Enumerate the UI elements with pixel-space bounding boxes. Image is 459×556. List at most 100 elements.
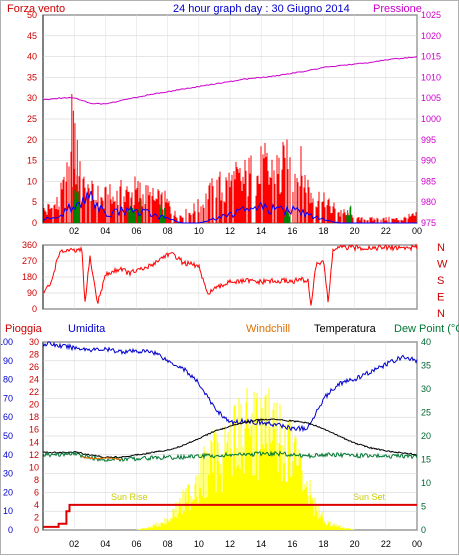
temp-y-tick-label: 35: [421, 361, 431, 371]
temp-y-tick-label: 15: [421, 455, 431, 465]
humidity-y-tick-label: 0: [8, 525, 13, 535]
pressure-y-tick-label: 1010: [421, 72, 441, 82]
windchill-line: [81, 456, 122, 461]
humidity-y-tick-label: 40: [3, 450, 13, 460]
rain-y-tick-label: 24: [29, 375, 39, 385]
x-tick-label: 14: [256, 226, 266, 236]
x-tick-label: 14: [256, 539, 266, 549]
x-tick-label: 02: [69, 226, 79, 236]
windchill-label: Windchill: [246, 323, 290, 335]
compass-label: W: [437, 259, 448, 271]
wind-y-tick-label: 10: [27, 176, 37, 186]
pressure-line: [42, 56, 418, 105]
direction-y-tick-label: 360: [22, 240, 37, 250]
dewpoint-label: Dew Point (°C: [394, 323, 459, 335]
pressure-y-tick-label: 975: [421, 218, 436, 228]
humidity-y-tick-label: 80: [3, 375, 13, 385]
rain-y-tick-label: 6: [34, 487, 39, 497]
x-tick-label: 06: [131, 539, 141, 549]
temp-y-tick-label: 25: [421, 408, 431, 418]
temp-y-tick-label: 30: [421, 384, 431, 394]
rain-y-tick-label: 26: [29, 362, 39, 372]
rain-y-tick-label: 0: [34, 525, 39, 535]
humidity-y-tick-label: 100: [1, 337, 13, 347]
pressure-label: Pressione: [373, 3, 422, 15]
graph-title: 24 hour graph day : 30 Giugno 2014: [173, 3, 350, 15]
wind-y-tick-label: 35: [27, 72, 37, 82]
x-tick-label: 16: [287, 226, 297, 236]
x-tick-label: 20: [350, 226, 360, 236]
rain-y-tick-label: 2: [34, 512, 39, 522]
wind-y-tick-label: 40: [27, 52, 37, 62]
x-tick-label: 22: [381, 226, 391, 236]
wind-y-tick-label: 5: [32, 197, 37, 207]
rain-label: Pioggia: [5, 323, 43, 335]
compass-label: N: [437, 308, 445, 320]
x-tick-label: 10: [194, 539, 204, 549]
humidity-y-tick-label: 50: [3, 431, 13, 441]
wind-force-label: Forza vento: [7, 3, 65, 15]
wind-y-tick-label: 30: [27, 93, 37, 103]
x-tick-label: 00: [412, 226, 422, 236]
pressure-y-tick-label: 990: [421, 156, 436, 166]
humidity-line: [42, 341, 418, 433]
x-tick-label: 08: [163, 539, 173, 549]
temp-y-tick-label: 20: [421, 431, 431, 441]
direction-y-tick-label: 270: [22, 256, 37, 266]
sunset-label: Sun Set: [353, 492, 386, 502]
wind-y-tick-label: 45: [27, 31, 37, 41]
direction-y-tick-label: 180: [22, 272, 37, 282]
rain-line: [43, 503, 417, 528]
pressure-y-tick-label: 980: [421, 197, 436, 207]
x-tick-label: 06: [131, 226, 141, 236]
wind-y-tick-label: 20: [27, 135, 37, 145]
rain-y-tick-label: 4: [34, 500, 39, 510]
temperature-label: Temperatura: [314, 323, 377, 335]
compass-label: S: [437, 275, 444, 287]
direction-line: [42, 243, 418, 306]
rain-y-tick-label: 28: [29, 350, 39, 360]
rain-y-tick-label: 30: [29, 337, 39, 347]
x-tick-label: 04: [100, 539, 110, 549]
x-tick-label: 18: [318, 539, 328, 549]
humidity-y-tick-label: 70: [3, 393, 13, 403]
data-layer: [42, 56, 418, 530]
x-tick-label: 20: [350, 539, 360, 549]
rain-y-tick-label: 22: [29, 387, 39, 397]
pressure-y-tick-label: 1020: [421, 31, 441, 41]
dewpoint-line: [42, 450, 418, 462]
x-tick-label: 04: [100, 226, 110, 236]
temperature-line: [43, 418, 418, 459]
x-tick-label: 22: [381, 539, 391, 549]
axes-layer: 0510152025303540455097598098599099510001…: [1, 10, 448, 549]
wind-y-tick-label: 50: [27, 10, 37, 20]
x-tick-label: 12: [225, 539, 235, 549]
x-tick-label: 16: [287, 539, 297, 549]
pressure-y-tick-label: 1000: [421, 114, 441, 124]
x-tick-label: 12: [225, 226, 235, 236]
rain-y-tick-label: 12: [29, 450, 39, 460]
direction-y-tick-label: 0: [32, 304, 37, 314]
x-tick-label: 18: [318, 226, 328, 236]
humidity-y-tick-label: 90: [3, 356, 13, 366]
pressure-y-tick-label: 1015: [421, 52, 441, 62]
rain-y-tick-label: 16: [29, 425, 39, 435]
temp-y-tick-label: 10: [421, 478, 431, 488]
pressure-y-tick-label: 1025: [421, 10, 441, 20]
rain-y-tick-label: 18: [29, 412, 39, 422]
compass-label: N: [437, 242, 445, 254]
direction-y-tick-label: 90: [27, 288, 37, 298]
x-tick-label: 00: [412, 539, 422, 549]
x-tick-label: 08: [163, 226, 173, 236]
temp-y-tick-label: 5: [421, 502, 426, 512]
gust-line: [42, 190, 417, 224]
humidity-label: Umidita: [68, 323, 106, 335]
temp-y-tick-label: 40: [421, 337, 431, 347]
humidity-y-tick-label: 30: [3, 469, 13, 479]
rain-y-tick-label: 10: [29, 462, 39, 472]
humidity-y-tick-label: 10: [3, 506, 13, 516]
sunrise-label: Sun Rise: [111, 492, 148, 502]
humidity-y-tick-label: 60: [3, 412, 13, 422]
x-tick-label: 10: [194, 226, 204, 236]
